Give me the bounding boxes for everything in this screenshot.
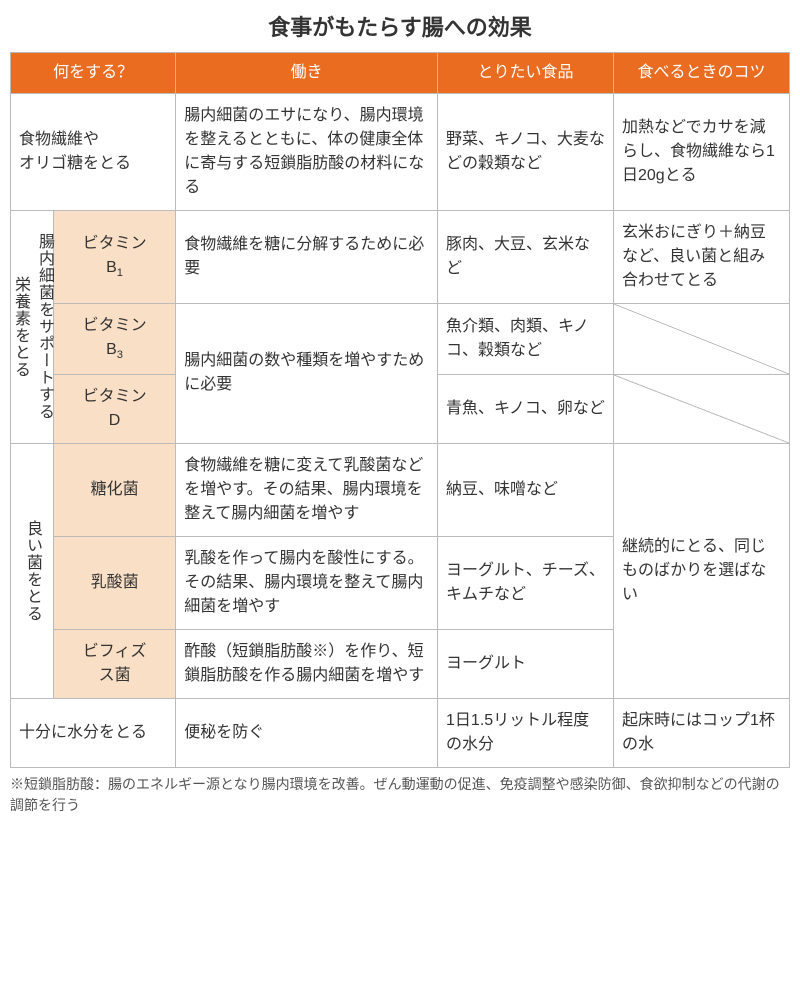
cell-w: 腸内細菌の数や種類を増やすために必要: [176, 304, 438, 444]
cell-t: 玄米おにぎり＋納豆など、良い菌と組み合わせてとる: [613, 211, 789, 304]
table-row: ビタミンB3 腸内細菌の数や種類を増やすために必要 魚介類、肉類、キノコ、穀類な…: [11, 304, 790, 375]
table-row: 食物繊維やオリゴ糖をとる 腸内細菌のエサになり、腸内環境を整えるとともに、体の健…: [11, 94, 790, 211]
header-work: 働き: [176, 53, 438, 94]
cell-f: 豚肉、大豆、玄米など: [438, 211, 614, 304]
main-table: 何をする？ 働き とりたい食品 食べるときのコツ 食物繊維やオリゴ糖をとる 腸内…: [10, 52, 790, 768]
cell-f: 青魚、キノコ、卵など: [438, 374, 614, 443]
cell-t: 起床時にはコップ1杯の水: [613, 698, 789, 767]
cell-vitamin-b1: ビタミンB1: [53, 211, 175, 304]
cell-f: 野菜、キノコ、大麦などの穀類など: [438, 94, 614, 211]
cell-vitamin-b3: ビタミンB3: [53, 304, 175, 375]
footnote: ※短鎖脂肪酸：腸のエネルギー源となり腸内環境を改善。ぜん動運動の促進、免疫調整や…: [10, 774, 790, 816]
cell-f: 納豆、味噌など: [438, 443, 614, 536]
cell-group-bacteria: 良い菌をとる: [11, 443, 54, 698]
header-food: とりたい食品: [438, 53, 614, 94]
cell-w: 酢酸（短鎖脂肪酸※）を作り、短鎖脂肪酸を作る腸内細菌を増やす: [176, 629, 438, 698]
cell-f: 魚介類、肉類、キノコ、穀類など: [438, 304, 614, 375]
cell-w: 便秘を防ぐ: [176, 698, 438, 767]
cell-q: 食物繊維やオリゴ糖をとる: [11, 94, 176, 211]
cell-w: 食物繊維を糖に分解するために必要: [176, 211, 438, 304]
cell-group-vitamin: 腸内細菌をサポートする栄養素をとる: [11, 211, 54, 444]
header-what: 何をする？: [11, 53, 176, 94]
cell-w: 乳酸を作って腸内を酸性にする。その結果、腸内環境を整えて腸内細菌を増やす: [176, 536, 438, 629]
cell-diagonal: [613, 374, 789, 443]
table-row: 良い菌をとる 糖化菌 食物繊維を糖に変えて乳酸菌などを増やす。その結果、腸内環境…: [11, 443, 790, 536]
cell-lactic: 乳酸菌: [53, 536, 175, 629]
cell-t: 継続的にとる、同じものばかりを選ばない: [613, 443, 789, 698]
cell-w: 腸内細菌のエサになり、腸内環境を整えるとともに、体の健康全体に寄与する短鎖脂肪酸…: [176, 94, 438, 211]
cell-diagonal: [613, 304, 789, 375]
page-title: 食事がもたらす腸への効果: [10, 10, 790, 42]
cell-vitamin-d: ビタミンD: [53, 374, 175, 443]
cell-q: 十分に水分をとる: [11, 698, 176, 767]
cell-touka: 糖化菌: [53, 443, 175, 536]
table-row: 腸内細菌をサポートする栄養素をとる ビタミンB1 食物繊維を糖に分解するために必…: [11, 211, 790, 304]
table-row: 十分に水分をとる 便秘を防ぐ 1日1.5リットル程度の水分 起床時にはコップ1杯…: [11, 698, 790, 767]
cell-f: ヨーグルト、チーズ、キムチなど: [438, 536, 614, 629]
cell-w: 食物繊維を糖に変えて乳酸菌などを増やす。その結果、腸内環境を整えて腸内細菌を増や…: [176, 443, 438, 536]
cell-t: 加熱などでカサを減らし、食物繊維なら1日20gとる: [613, 94, 789, 211]
header-tip: 食べるときのコツ: [613, 53, 789, 94]
cell-f: 1日1.5リットル程度の水分: [438, 698, 614, 767]
cell-f: ヨーグルト: [438, 629, 614, 698]
cell-bifid: ビフィズス菌: [53, 629, 175, 698]
